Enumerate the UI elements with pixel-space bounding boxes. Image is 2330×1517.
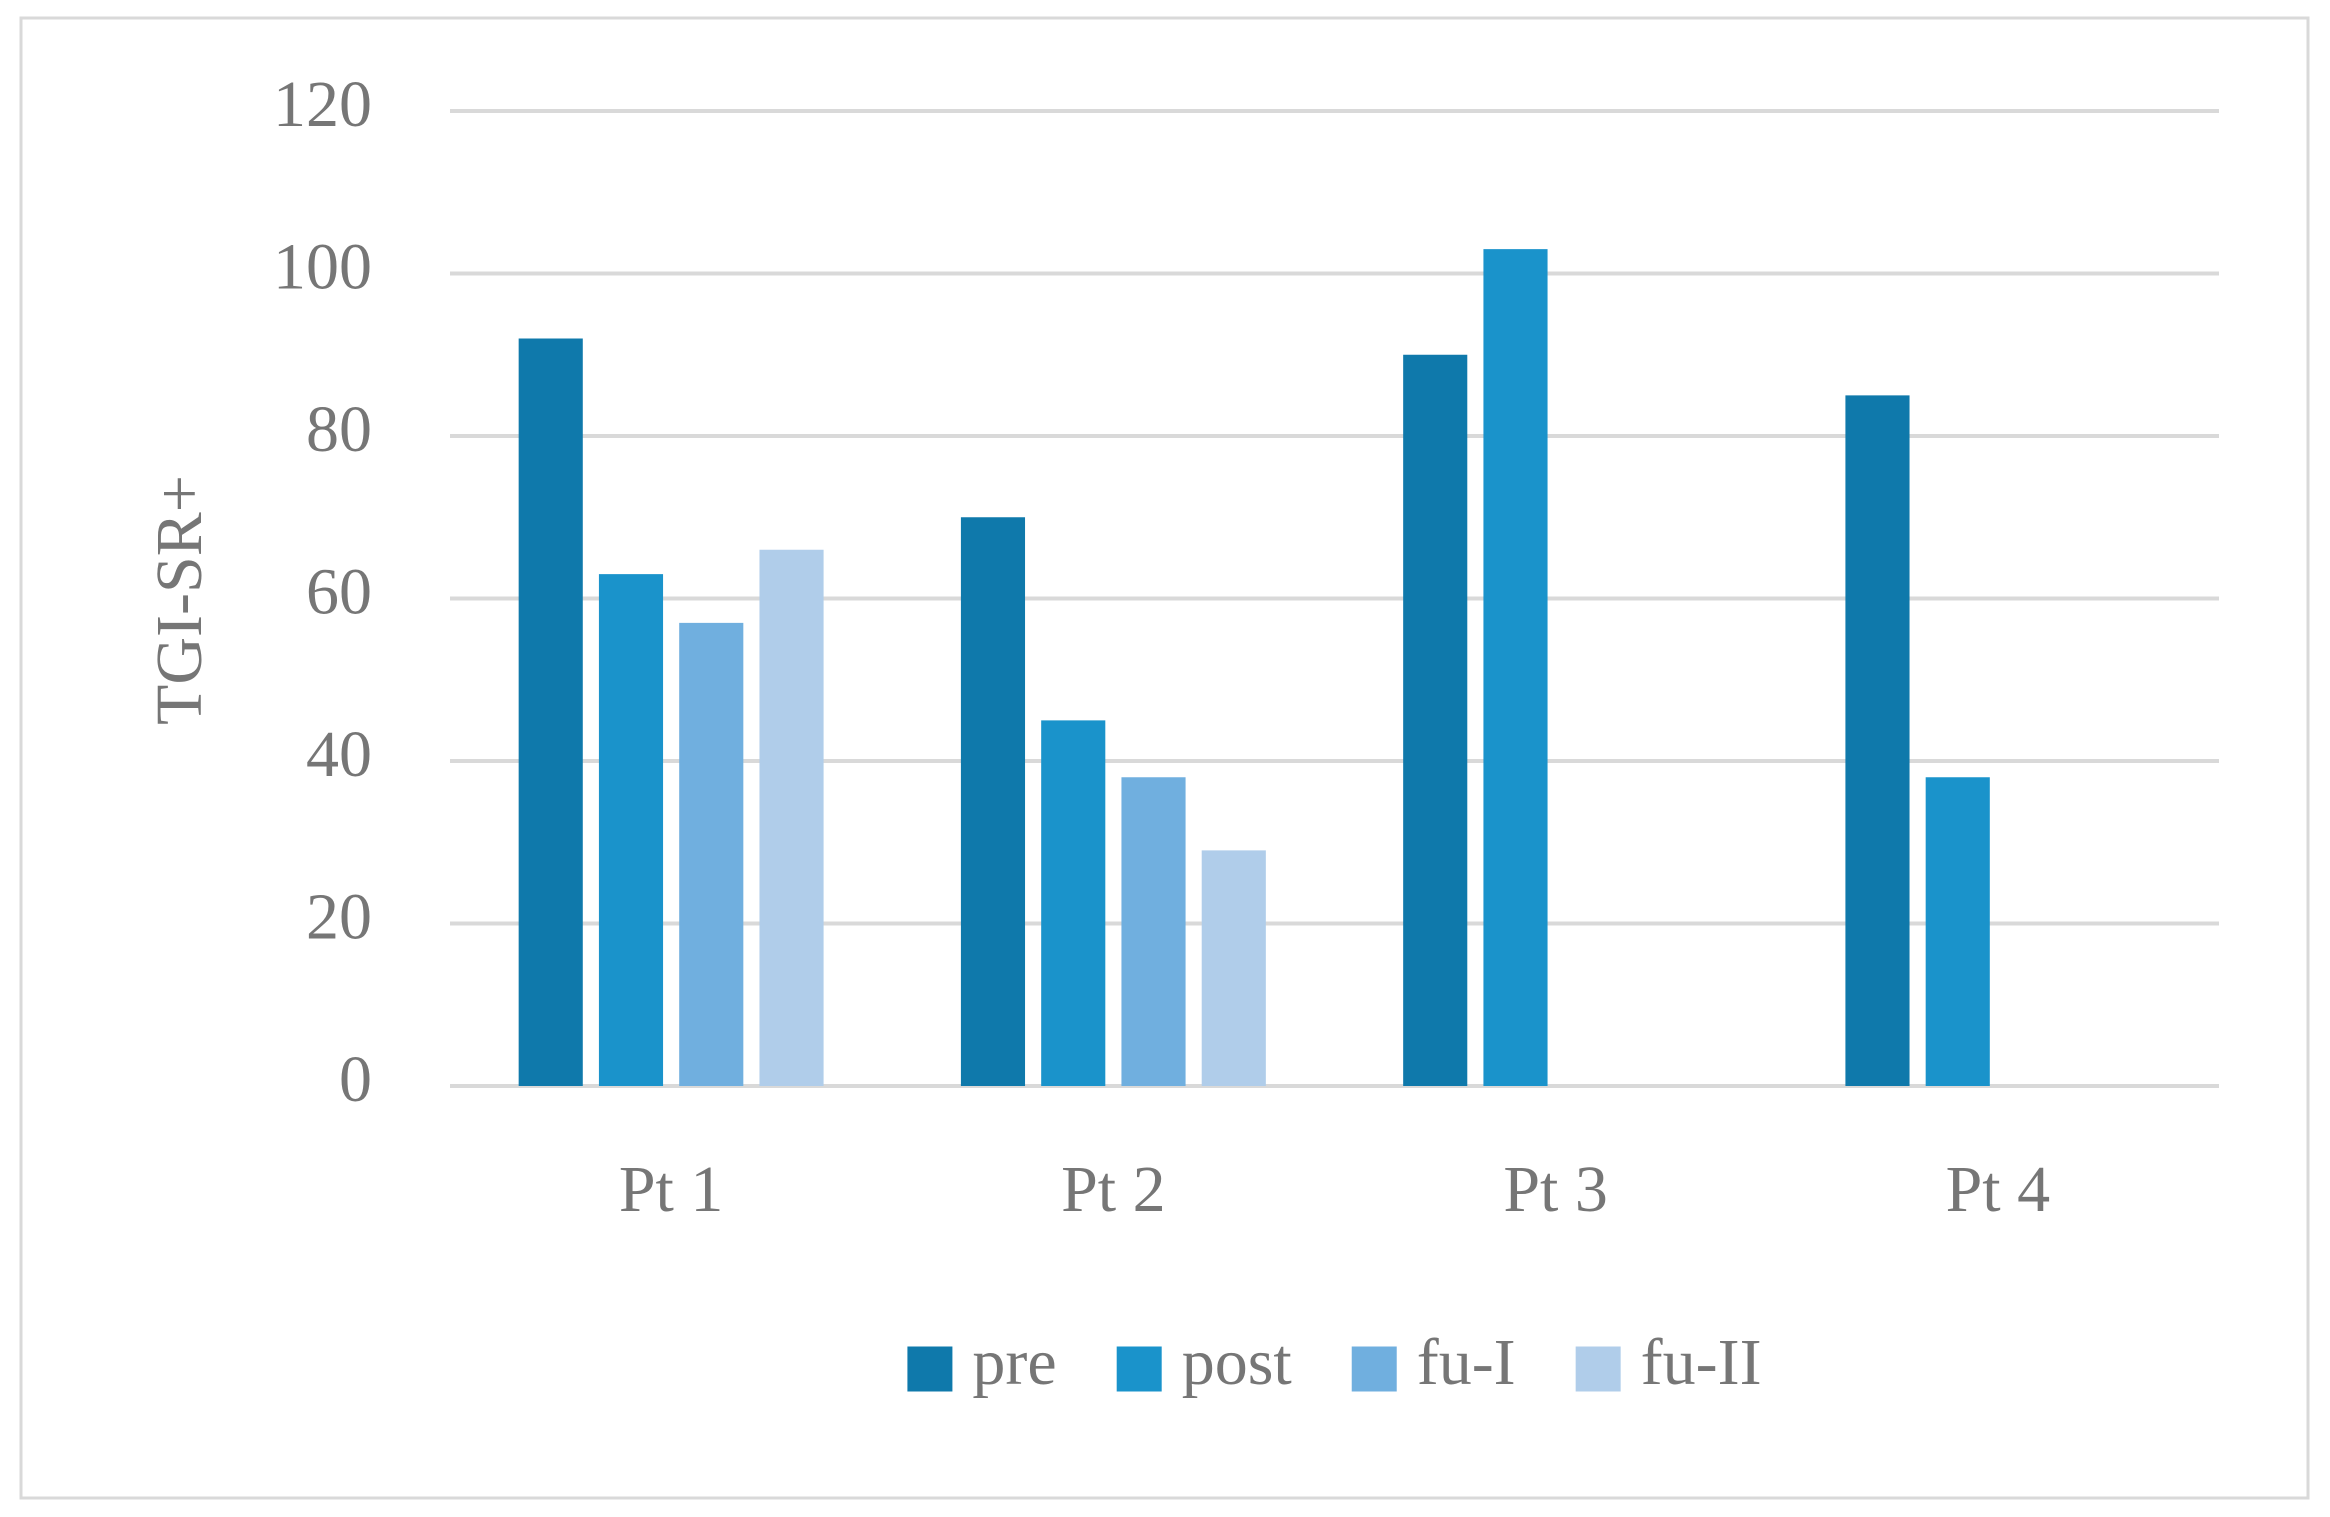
bar (679, 622, 744, 1086)
y-tick-label: 40 (306, 718, 372, 791)
bar (1201, 850, 1266, 1086)
chart-border (19, 16, 2310, 1500)
bar (598, 574, 664, 1086)
bar (1403, 354, 1468, 1086)
y-tick-label: 80 (306, 393, 372, 466)
bar (1121, 777, 1186, 1086)
x-tick-label: Pt 3 (1503, 1153, 1608, 1226)
y-tick-label: 60 (306, 556, 372, 629)
bar (1925, 777, 1990, 1086)
legend-label: post (1182, 1326, 1292, 1399)
x-tick-label: Pt 2 (1061, 1153, 1166, 1226)
y-tick-label: 100 (273, 231, 372, 304)
bar (759, 549, 824, 1086)
legend-label: fu-I (1417, 1326, 1516, 1399)
x-tick-label: Pt 1 (619, 1153, 724, 1226)
y-axis-label: TGI-SR+ (143, 475, 216, 725)
y-tick-label: 20 (306, 881, 372, 954)
bar (1845, 395, 1910, 1086)
legend-swatch (1575, 1346, 1621, 1392)
bar (1483, 249, 1548, 1086)
bar (518, 338, 583, 1086)
y-tick-label: 0 (339, 1043, 372, 1116)
legend-label: pre (972, 1326, 1056, 1399)
bar (960, 517, 1026, 1086)
x-tick-label: Pt 4 (1946, 1153, 2051, 1226)
legend-swatch (907, 1346, 953, 1392)
legend-swatch (1351, 1346, 1397, 1392)
legend-label: fu-II (1641, 1326, 1762, 1399)
bar (1041, 720, 1106, 1086)
legend-swatch (1116, 1346, 1162, 1392)
y-tick-label: 120 (273, 68, 372, 141)
